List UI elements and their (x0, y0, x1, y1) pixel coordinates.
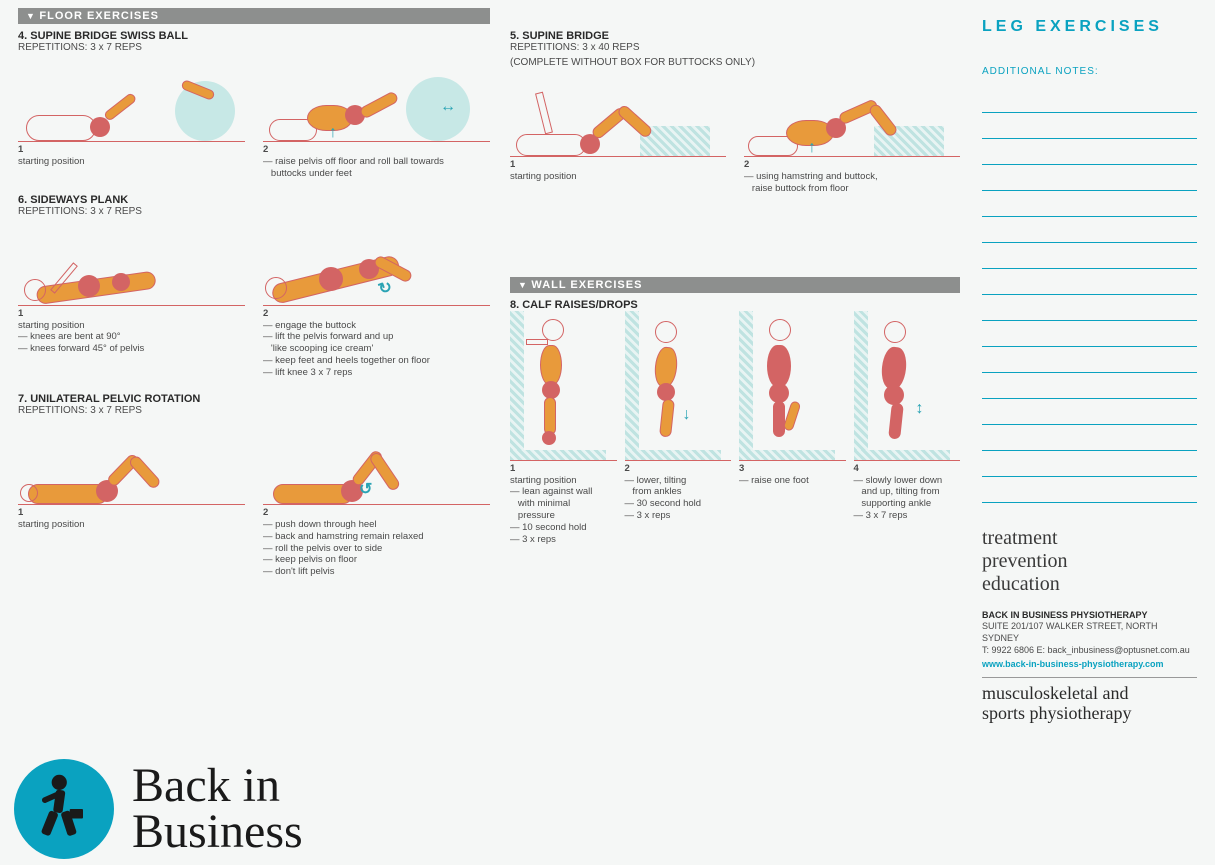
clinic-contact: T: 9922 6806 E: back_inbusiness@optusnet… (982, 644, 1197, 656)
note-line (982, 113, 1197, 139)
note-line (982, 191, 1197, 217)
divider (982, 677, 1197, 678)
ex6-fig2: ↻ (263, 221, 490, 306)
subhead-2: sports physiotherapy (982, 704, 1197, 724)
clinic-name: BACK IN BUSINESS PHYSIOTHERAPY (982, 610, 1197, 620)
note-line (982, 399, 1197, 425)
ex4-fig1 (18, 57, 245, 142)
note-line (982, 269, 1197, 295)
ex8-s3: — raise one foot (739, 475, 846, 487)
ex7-fig1 (18, 420, 245, 505)
ex6-fig1 (18, 221, 245, 306)
note-lines (982, 87, 1197, 503)
ex4-s1: starting position (18, 156, 245, 168)
ex7-s1: starting position (18, 519, 245, 531)
footer-logo: Back in Business (14, 759, 303, 859)
subhead-1: musculoskeletal and (982, 684, 1197, 704)
ex5-fig1 (510, 72, 726, 157)
mid-column: . 5. SUPINE BRIDGE REPETITIONS: 3 x 40 R… (500, 0, 970, 865)
ex7-reps: REPETITIONS: 3 x 7 REPS (18, 405, 490, 416)
ex4-s2: — raise pelvis off floor and roll ball t… (263, 156, 490, 180)
clinic-addr: SUITE 201/107 WALKER STREET, NORTH SYDNE… (982, 620, 1197, 644)
ex6-s1: starting position — knees are bent at 90… (18, 320, 245, 356)
tagline: treatment prevention education (982, 527, 1197, 596)
ex5-s2: — using hamstring and buttock, raise but… (744, 171, 960, 195)
tagline-1: treatment (982, 527, 1197, 550)
ex8-s3-num: 3 (739, 463, 846, 475)
left-column: FLOOR EXERCISES 4. SUPINE BRIDGE SWISS B… (0, 0, 500, 865)
ex4-title: 4. SUPINE BRIDGE SWISS BALL (18, 30, 490, 42)
ex5-fig2: ↑ (744, 72, 960, 157)
ex7-s1-num: 1 (18, 507, 245, 519)
section-floor: FLOOR EXERCISES (18, 8, 490, 24)
note-line (982, 217, 1197, 243)
ex8-s4-num: 4 (854, 463, 961, 475)
ex5-title: 5. SUPINE BRIDGE (510, 30, 960, 42)
ex5-reps: REPETITIONS: 3 x 40 REPS (510, 42, 960, 53)
note-line (982, 451, 1197, 477)
note-line (982, 87, 1197, 113)
clinic-url: www.back-in-business-physiotherapy.com (982, 659, 1197, 669)
note-line (982, 295, 1197, 321)
note-line (982, 165, 1197, 191)
ex5-s2-num: 2 (744, 159, 960, 171)
note-line (982, 347, 1197, 373)
ex6-title: 6. SIDEWAYS PLANK (18, 194, 490, 206)
ex4-fig2: ↔ ↑ (263, 57, 490, 142)
ex6-s2-num: 2 (263, 308, 490, 320)
ex4-s2-num: 2 (263, 144, 490, 156)
tagline-2: prevention (982, 550, 1197, 573)
logo-figure-icon (26, 771, 102, 847)
ex5-s1-num: 1 (510, 159, 726, 171)
logo-line2: Business (132, 809, 303, 855)
ex5-steps: 1 starting position ↑ 2 — using hamstrin… (510, 72, 960, 195)
ex7-title: 7. UNILATERAL PELVIC ROTATION (18, 393, 490, 405)
subhead: musculoskeletal and sports physiotherapy (982, 684, 1197, 724)
section-wall: WALL EXERCISES (510, 277, 960, 293)
ex8-fig3 (739, 311, 846, 461)
ex8-s2-num: 2 (625, 463, 732, 475)
ex4-steps: 1 starting position ↔ ↑ 2 — raise pelvis… (18, 57, 490, 180)
ex8-s1: starting position — lean against wall wi… (510, 475, 617, 546)
ex8-s1-num: 1 (510, 463, 617, 475)
ex6-s2: — engage the buttock — lift the pelvis f… (263, 320, 490, 379)
ex8-s4: — slowly lower down and up, tilting from… (854, 475, 961, 523)
ex5-s1: starting position (510, 171, 726, 183)
ex7-fig2: ↺ (263, 420, 490, 505)
ex6-s1-num: 1 (18, 308, 245, 320)
ex8-s2: — lower, tilting from ankles — 30 second… (625, 475, 732, 523)
note-line (982, 373, 1197, 399)
ex6-steps: 1 starting position — knees are bent at … (18, 221, 490, 379)
ex4-s1-num: 1 (18, 144, 245, 156)
ex8-fig2: ↓ (625, 311, 732, 461)
page-heading: LEG EXERCISES (982, 18, 1197, 36)
note-line (982, 321, 1197, 347)
ex4-reps: REPETITIONS: 3 x 7 REPS (18, 42, 490, 53)
ex7-s2-num: 2 (263, 507, 490, 519)
ex6-reps: REPETITIONS: 3 x 7 REPS (18, 206, 490, 217)
ex8-fig1 (510, 311, 617, 461)
logo-mark (14, 759, 114, 859)
ex8-steps: 1 starting position — lean against wall … (510, 311, 960, 546)
notes-label: ADDITIONAL NOTES: (982, 66, 1197, 77)
ex8-fig4: ↕ (854, 311, 961, 461)
note-line (982, 477, 1197, 503)
logo-line1: Back in (132, 763, 303, 809)
note-line (982, 243, 1197, 269)
ex8-title: 8. CALF RAISES/DROPS (510, 299, 960, 311)
logo-text: Back in Business (132, 763, 303, 854)
ex7-s2: — push down through heel — back and hams… (263, 519, 490, 578)
ex5-note: (COMPLETE WITHOUT BOX FOR BUTTOCKS ONLY) (510, 57, 960, 68)
note-line (982, 139, 1197, 165)
tagline-3: education (982, 573, 1197, 596)
ex7-steps: 1 starting position ↺ 2 — push down thro… (18, 420, 490, 578)
right-column: LEG EXERCISES ADDITIONAL NOTES: treatmen… (970, 0, 1215, 865)
note-line (982, 425, 1197, 451)
